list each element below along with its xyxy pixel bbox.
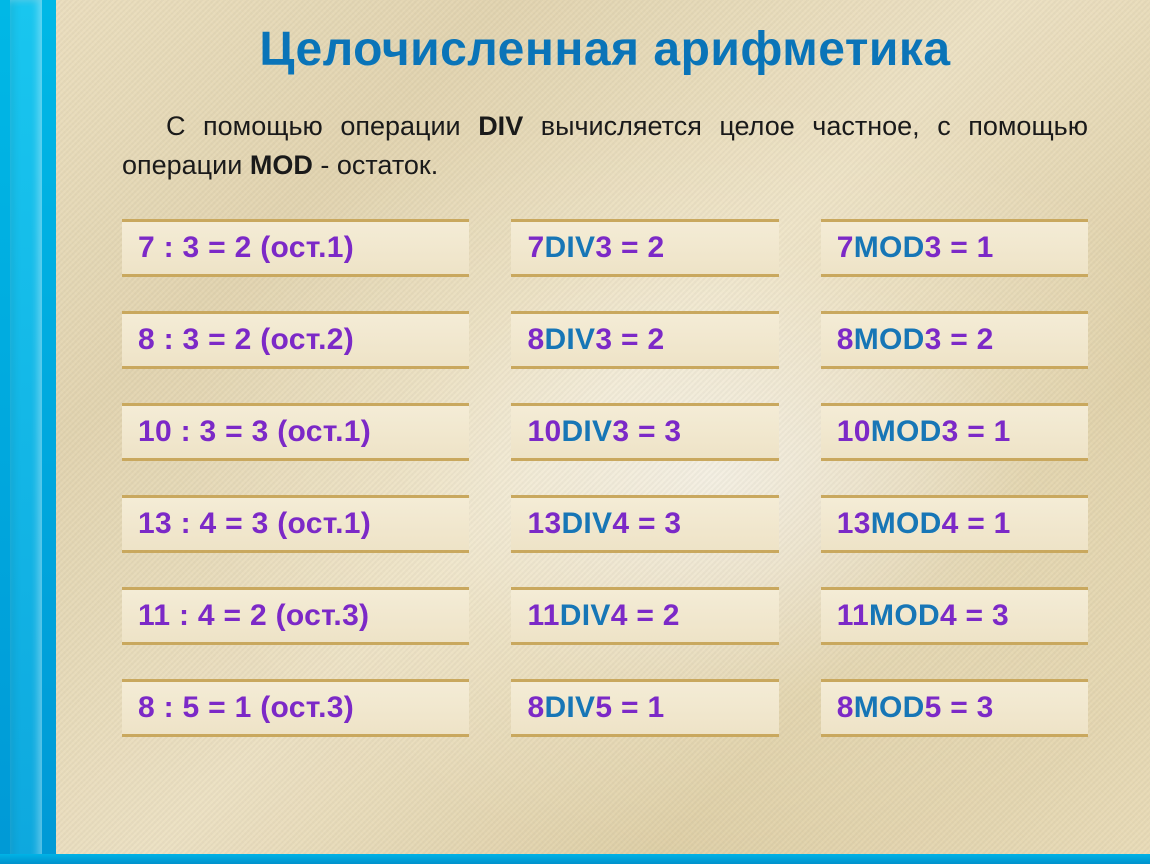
expr-operand-right: 3 = 2 (595, 231, 664, 265)
div-expression: 11 DIV 4 = 2 (511, 587, 778, 645)
expr-operand-left: 7 (527, 231, 544, 265)
division-expression: 10 : 3 = 3 (ост.1) (122, 403, 469, 461)
div-keyword: DIV (560, 599, 611, 633)
div-keyword: DIV (561, 507, 612, 541)
mod-keyword: MOD (854, 323, 925, 357)
expr-operand-left: 10 (837, 415, 871, 449)
expr-operand-right: 3 = 2 (925, 323, 994, 357)
mod-expression: 7 MOD 3 = 1 (821, 219, 1088, 277)
expr-operand-left: 13 (837, 507, 871, 541)
expr-operand-right: 5 = 3 (925, 691, 994, 725)
mod-expression: 8 MOD 5 = 3 (821, 679, 1088, 737)
division-expression: 13 : 4 = 3 (ост.1) (122, 495, 469, 553)
intro-paragraph: С помощью операции DIV вычисляется целое… (122, 107, 1088, 185)
division-expression: 11 : 4 = 2 (ост.3) (122, 587, 469, 645)
expr-operand-left: 11 (527, 599, 559, 633)
expr-operand-right: 3 = 1 (925, 231, 994, 265)
mod-keyword: MOD (871, 507, 942, 541)
expr-operand-left: 8 (837, 691, 854, 725)
mod-expression: 8 MOD 3 = 2 (821, 311, 1088, 369)
left-accent-stripe-inner (10, 0, 42, 864)
div-keyword: DIV (561, 415, 612, 449)
division-expression: 8 : 3 = 2 (ост.2) (122, 311, 469, 369)
div-keyword: DIV (544, 323, 595, 357)
expr-operand-left: 8 (837, 323, 854, 357)
left-accent-stripe (0, 0, 56, 864)
bottom-accent-bar (0, 854, 1150, 864)
expr-operand-right: 3 = 1 (942, 415, 1011, 449)
div-expression: 8 DIV 3 = 2 (511, 311, 778, 369)
expr-operand-right: 4 = 2 (611, 599, 680, 633)
intro-keyword-mod: MOD (250, 150, 313, 180)
div-expression: 10 DIV 3 = 3 (511, 403, 778, 461)
intro-text-post: - остаток. (313, 150, 438, 180)
mod-expression: 10 MOD 3 = 1 (821, 403, 1088, 461)
expr-operand-left: 8 (527, 323, 544, 357)
div-expression: 8 DIV 5 = 1 (511, 679, 778, 737)
expr-operand-right: 4 = 3 (612, 507, 681, 541)
mod-expression: 13 MOD 4 = 1 (821, 495, 1088, 553)
intro-keyword-div: DIV (478, 111, 523, 141)
page-title: Целочисленная арифметика (100, 22, 1110, 77)
mod-expression: 11 MOD 4 = 3 (821, 587, 1088, 645)
mod-keyword: MOD (854, 231, 925, 265)
expr-operand-right: 3 = 2 (595, 323, 664, 357)
mod-keyword: MOD (869, 599, 940, 633)
slide: Целочисленная арифметика С помощью опера… (0, 0, 1150, 864)
div-keyword: DIV (544, 231, 595, 265)
expr-operand-left: 13 (527, 507, 561, 541)
content-area: Целочисленная арифметика С помощью опера… (56, 0, 1150, 854)
division-expression: 7 : 3 = 2 (ост.1) (122, 219, 469, 277)
div-expression: 13 DIV 4 = 3 (511, 495, 778, 553)
expr-operand-left: 8 (527, 691, 544, 725)
expr-operand-left: 7 (837, 231, 854, 265)
expr-operand-right: 3 = 3 (612, 415, 681, 449)
mod-keyword: MOD (854, 691, 925, 725)
expr-operand-right: 5 = 1 (595, 691, 664, 725)
expr-operand-right: 4 = 3 (940, 599, 1009, 633)
div-expression: 7 DIV 3 = 2 (511, 219, 778, 277)
examples-grid: 7 : 3 = 2 (ост.1)7 DIV 3 = 27 MOD 3 = 18… (100, 219, 1110, 737)
div-keyword: DIV (544, 691, 595, 725)
expr-operand-left: 10 (527, 415, 561, 449)
intro-text-pre: С помощью операции (166, 111, 478, 141)
division-expression: 8 : 5 = 1 (ост.3) (122, 679, 469, 737)
expr-operand-left: 11 (837, 599, 869, 633)
mod-keyword: MOD (871, 415, 942, 449)
expr-operand-right: 4 = 1 (942, 507, 1011, 541)
